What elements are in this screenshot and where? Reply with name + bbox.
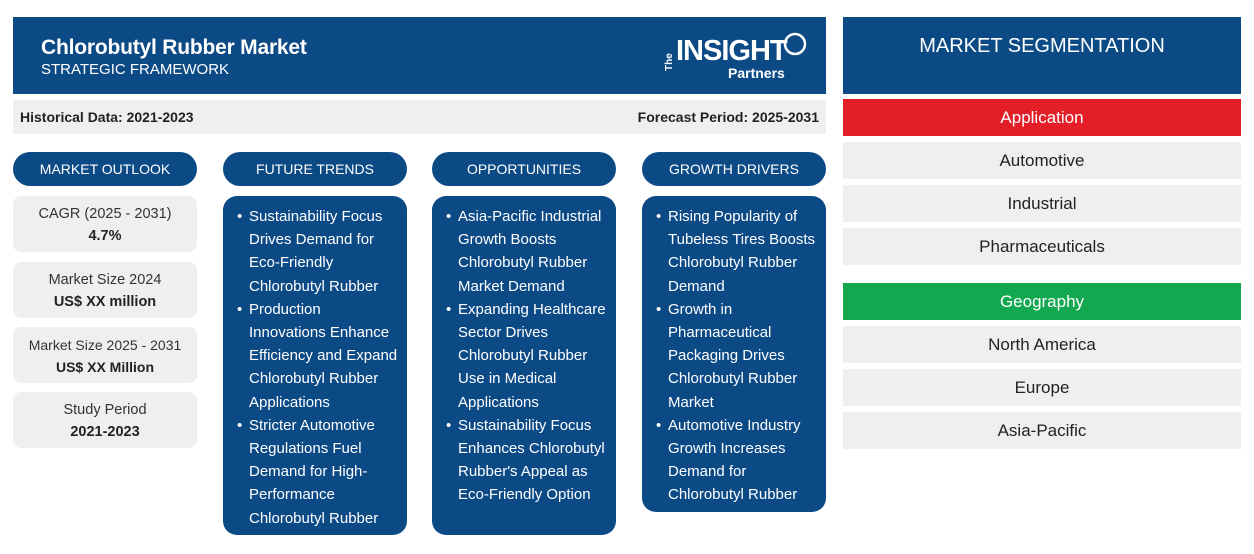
stat-label: Market Size 2025 - 2031 xyxy=(28,337,182,353)
segment-geography-header: Geography xyxy=(843,283,1241,320)
segment-item: Automotive xyxy=(843,142,1241,179)
logo-partners-text: Partners xyxy=(728,65,785,81)
stat-value: US$ XX Million xyxy=(55,359,154,375)
stat-value: US$ XX million xyxy=(53,294,157,310)
list-item: Production Innovations Enhance Efficienc… xyxy=(237,298,399,414)
list-item: Asia-Pacific Industrial Growth Boosts Ch… xyxy=(446,205,608,298)
future-trends-header: FUTURE TRENDS xyxy=(223,152,407,186)
list-item: Sustainability Focus Enhances Chlorobuty… xyxy=(446,414,608,507)
stat-market-size-2024: Market Size 2024 US$ XX million xyxy=(13,262,197,318)
logo-ring-icon xyxy=(783,32,807,56)
segment-application-header: Application xyxy=(843,99,1241,136)
stat-value: 2021-2023 xyxy=(70,424,140,440)
market-outlook-header: MARKET OUTLOOK xyxy=(13,152,197,186)
stat-cagr: CAGR (2025 - 2031) 4.7% xyxy=(13,196,197,252)
future-trends-card: Sustainability Focus Drives Demand for E… xyxy=(223,196,407,535)
segment-item: North America xyxy=(843,326,1241,363)
stat-value: 4.7% xyxy=(88,228,122,244)
stat-label: CAGR (2025 - 2031) xyxy=(38,206,172,222)
list-item: Stricter Automotive Regulations Fuel Dem… xyxy=(237,414,399,530)
logo-insight-text: INSIGHT xyxy=(676,35,788,67)
stat-label: Study Period xyxy=(63,402,147,418)
segment-item: Industrial xyxy=(843,185,1241,222)
page-title: Chlorobutyl Rubber Market xyxy=(41,36,307,59)
segment-item: Europe xyxy=(843,369,1241,406)
header-banner: Chlorobutyl Rubber Market STRATEGIC FRAM… xyxy=(13,17,826,94)
growth-drivers-card: Rising Popularity of Tubeless Tires Boos… xyxy=(642,196,826,512)
stat-label: Market Size 2024 xyxy=(48,272,162,288)
growth-drivers-header: GROWTH DRIVERS xyxy=(642,152,826,186)
stat-study-period: Study Period 2021-2023 xyxy=(13,392,197,448)
stat-market-size-forecast: Market Size 2025 - 2031 US$ XX Million xyxy=(13,327,197,383)
opportunities-header: OPPORTUNITIES xyxy=(432,152,616,186)
opportunities-card: Asia-Pacific Industrial Growth Boosts Ch… xyxy=(432,196,616,535)
list-item: Automotive Industry Growth Increases Dem… xyxy=(656,414,818,507)
historical-data-label: Historical Data: 2021-2023 xyxy=(20,109,194,125)
market-segmentation-title: MARKET SEGMENTATION xyxy=(843,17,1241,94)
page-subtitle: STRATEGIC FRAMEWORK xyxy=(41,61,230,78)
list-item: Sustainability Focus Drives Demand for E… xyxy=(237,205,399,298)
logo-the-text: The xyxy=(664,53,675,71)
forecast-period-label: Forecast Period: 2025-2031 xyxy=(637,109,819,125)
segment-item: Asia-Pacific xyxy=(843,412,1241,449)
segment-item: Pharmaceuticals xyxy=(843,228,1241,265)
list-item: Growth in Pharmaceutical Packaging Drive… xyxy=(656,298,818,414)
list-item: Rising Popularity of Tubeless Tires Boos… xyxy=(656,205,818,298)
insight-partners-logo: The INSIGHT Partners xyxy=(664,31,807,83)
period-info-bar: Historical Data: 2021-2023 Forecast Peri… xyxy=(13,100,826,134)
list-item: Expanding Healthcare Sector Drives Chlor… xyxy=(446,298,608,414)
